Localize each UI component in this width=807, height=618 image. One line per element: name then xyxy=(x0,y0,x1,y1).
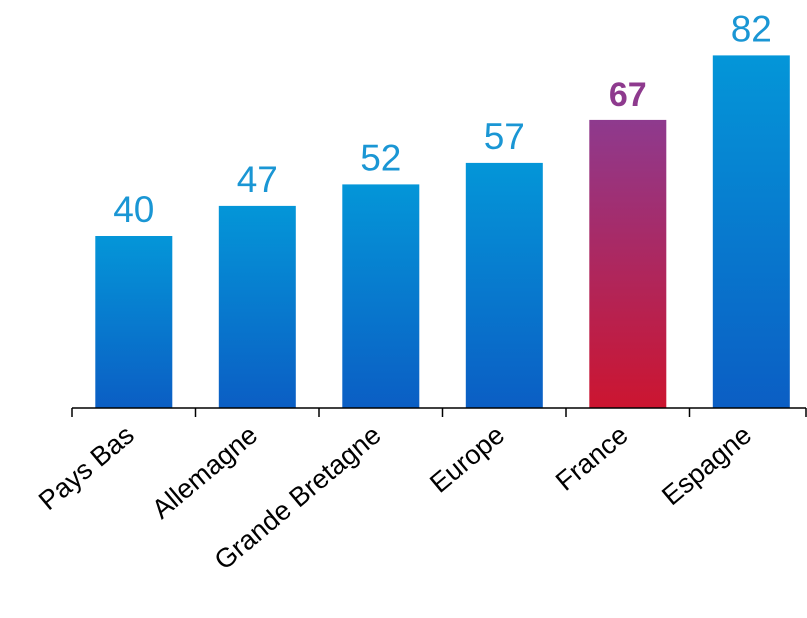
value-label-europe: 57 xyxy=(484,116,525,157)
value-label-france: 67 xyxy=(609,76,647,114)
value-label-grande-bretagne: 52 xyxy=(360,137,401,178)
value-label-allemagne: 47 xyxy=(237,159,278,200)
value-label-espagne: 82 xyxy=(731,8,772,49)
value-label-pays-bas: 40 xyxy=(113,189,154,230)
bar-europe xyxy=(465,162,543,408)
category-label-allemagne: Allemagne xyxy=(146,420,263,525)
bar-allemagne xyxy=(218,205,296,408)
bar-france xyxy=(589,119,667,409)
value-labels-group: 40 47 52 57 67 82 xyxy=(113,8,772,230)
bar-pays-bas xyxy=(95,236,173,408)
bar-grande-bretagne xyxy=(342,184,420,408)
x-axis xyxy=(71,407,807,417)
category-label-pays-bas: Pays Bas xyxy=(33,420,140,516)
category-label-europe: Europe xyxy=(424,420,510,499)
category-label-espagne: Espagne xyxy=(656,420,757,511)
bar-espagne xyxy=(712,55,790,409)
category-label-france: France xyxy=(550,420,634,497)
bars-group xyxy=(95,55,790,409)
